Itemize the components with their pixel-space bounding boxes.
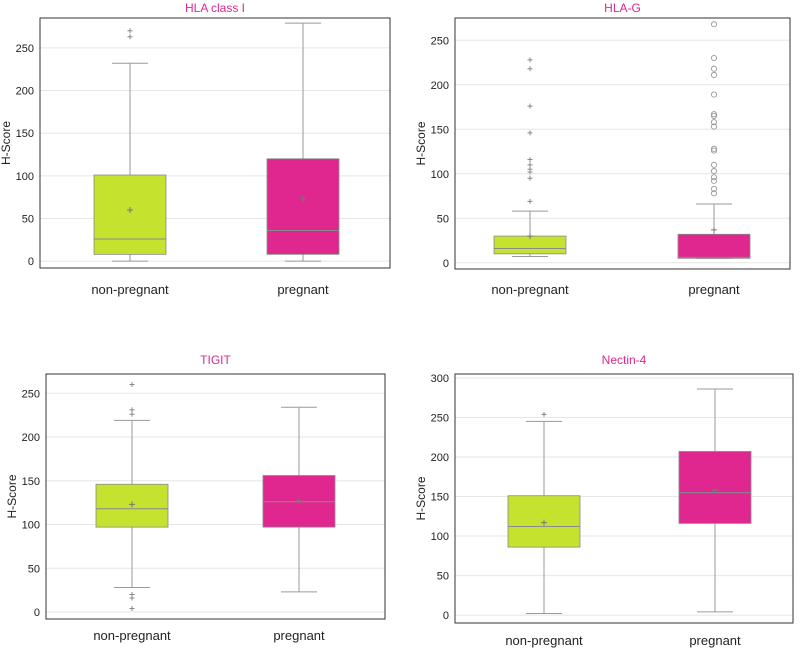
- y-tick-label: 250: [431, 412, 449, 424]
- outlier-point: [710, 161, 718, 168]
- y-tick-label: 150: [431, 492, 449, 504]
- y-tick-label: 150: [431, 124, 449, 136]
- outlier-point: [710, 112, 718, 119]
- outlier-point: [710, 65, 718, 72]
- outlier-point: [127, 34, 133, 40]
- outlier-point: [527, 130, 533, 136]
- y-tick-label: 50: [28, 563, 40, 575]
- y-tick-label: 300: [431, 373, 449, 385]
- outlier-point: [710, 168, 718, 175]
- outlier-point: [129, 382, 135, 387]
- outlier-point: [527, 57, 533, 63]
- outlier-point: [710, 21, 718, 28]
- outlier-point: [527, 175, 533, 181]
- outlier-point: [527, 66, 533, 72]
- y-tick-label: 200: [431, 452, 449, 464]
- y-tick-label: 100: [22, 520, 40, 532]
- x-category-label: pregnant: [689, 633, 741, 648]
- x-category-label: non-pregnant: [91, 282, 169, 297]
- y-tick-label: 250: [431, 35, 449, 47]
- x-category-label: non-pregnant: [491, 282, 569, 297]
- outlier-point: [710, 174, 718, 181]
- mean-marker: [296, 497, 302, 504]
- chart-title: HLA-G: [604, 1, 641, 15]
- outlier-point: [710, 111, 718, 118]
- outlier-point: [710, 177, 718, 184]
- box-non-pregnant: [93, 174, 167, 255]
- chart-panel-4: 0 50 100 150 200 250 300 Nectin-4 H-Score non-pre…: [414, 353, 794, 648]
- outlier-point: [541, 411, 547, 417]
- y-tick-label: 0: [34, 607, 40, 619]
- outlier-point: [527, 166, 533, 172]
- outlier-point: [527, 157, 533, 163]
- outlier-point: [129, 592, 135, 597]
- y-tick-label: 200: [431, 80, 449, 92]
- chart-title: TIGIT: [200, 353, 231, 367]
- plot-frame: [39, 17, 391, 269]
- plot-frame: [45, 373, 386, 620]
- y-tick-label: 200: [22, 432, 40, 444]
- mean-marker: [711, 226, 717, 233]
- y-tick-label: 0: [28, 256, 34, 268]
- y-axis-label: H-Score: [414, 476, 428, 520]
- outlier-point: [129, 606, 135, 611]
- outlier-point: [710, 147, 718, 154]
- chart-panel-3: 0 50 100 150 200 250 TIGIT H-Score non-pregnant p…: [5, 353, 386, 643]
- y-tick-label: 100: [16, 171, 34, 183]
- mean-marker: [541, 519, 547, 526]
- mean-marker: [712, 487, 718, 494]
- box-pregnant: [677, 233, 751, 259]
- chart-panel-2: 0 50 100 150 200 250 HLA-G H-Score non-pregnant p…: [414, 1, 791, 297]
- chart-panel-1: 0 50 100 150 200 250 HLA class I H-Score non-pre…: [0, 1, 391, 297]
- outlier-point: [527, 198, 533, 204]
- chart-title: HLA class I: [185, 1, 245, 15]
- mean-marker: [127, 206, 133, 213]
- outlier-point: [527, 103, 533, 109]
- outlier-point: [710, 185, 718, 192]
- outlier-point: [710, 55, 718, 62]
- box-pregnant: [266, 158, 340, 255]
- x-category-label: pregnant: [277, 282, 329, 297]
- y-axis-label: H-Score: [5, 474, 19, 518]
- outlier-point: [710, 190, 718, 197]
- plot-frame: [454, 17, 791, 270]
- outlier-point: [710, 123, 718, 130]
- y-tick-label: 250: [16, 43, 34, 55]
- mean-marker: [300, 195, 306, 202]
- outlier-point: [710, 119, 718, 126]
- mean-marker: [527, 233, 533, 240]
- outlier-point: [127, 28, 133, 34]
- chart-title: Nectin-4: [602, 353, 647, 367]
- outlier-point: [710, 71, 718, 79]
- y-tick-label: 150: [22, 476, 40, 488]
- y-tick-label: 50: [437, 571, 449, 583]
- outlier-point: [527, 162, 533, 168]
- outlier-point: [710, 145, 718, 152]
- outlier-point: [129, 407, 135, 413]
- y-axis-label: H-Score: [0, 121, 13, 165]
- plot-frame: [454, 373, 794, 624]
- y-tick-label: 0: [443, 258, 449, 270]
- y-tick-label: 100: [431, 169, 449, 181]
- outlier-point: [129, 411, 135, 417]
- x-category-label: pregnant: [273, 628, 325, 643]
- y-tick-label: 50: [437, 213, 449, 225]
- y-tick-label: 100: [431, 531, 449, 543]
- y-tick-label: 150: [16, 128, 34, 140]
- y-tick-label: 0: [443, 610, 449, 622]
- y-axis-label: H-Score: [414, 121, 428, 165]
- outlier-point: [710, 91, 718, 98]
- x-category-label: pregnant: [688, 282, 740, 297]
- x-category-label: non-pregnant: [93, 628, 171, 643]
- mean-marker: [129, 501, 135, 508]
- y-tick-label: 250: [22, 388, 40, 400]
- y-tick-label: 200: [16, 86, 34, 98]
- x-category-label: non-pregnant: [505, 633, 583, 648]
- y-tick-label: 50: [22, 214, 34, 226]
